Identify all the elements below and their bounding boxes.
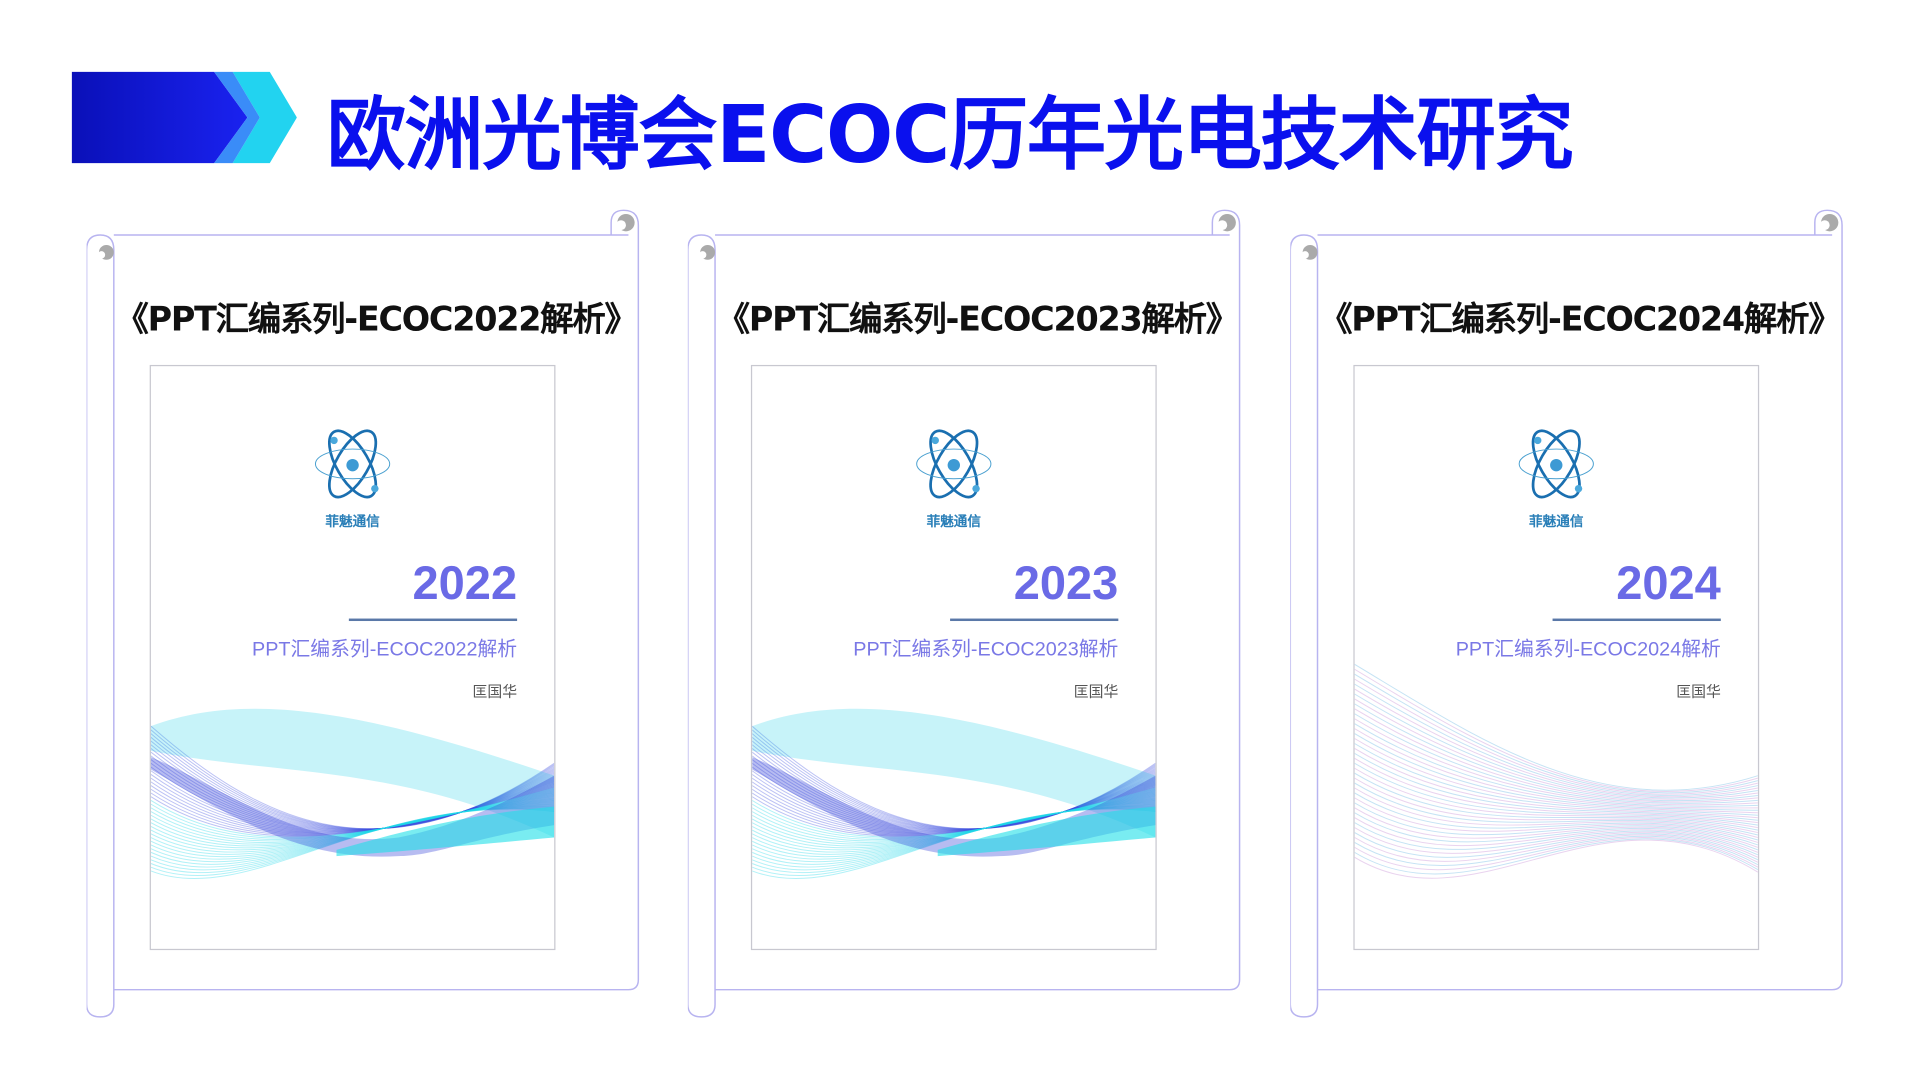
wave-decoration [150,708,555,880]
report-cover-image[interactable]: 菲魅通信 2023 PPT汇编系列-ECOC2023解析 匡国华 [750,364,1157,951]
page-title: 欧洲光博会ECOC历年光电技术研究 [326,90,1574,182]
cover-author: 匡国华 [1676,682,1721,701]
wave-decoration [1354,663,1758,879]
card-title[interactable]: 《PPT汇编系列-ECOC2024解析》 [1319,300,1842,339]
atom-logo-icon [1518,429,1594,499]
brand-name: 菲魅通信 [1529,514,1584,530]
cover-subtitle: PPT汇编系列-ECOC2022解析 [252,639,518,661]
card-title[interactable]: 《PPT汇编系列-ECOC2022解析》 [115,300,638,339]
cover-author: 匡国华 [472,682,518,701]
atom-logo-icon [314,429,391,499]
cover-subtitle: PPT汇编系列-ECOC2023解析 [853,639,1119,661]
cover-year: 2024 [1616,557,1721,610]
brand-name: 菲魅通信 [926,514,982,530]
cover-subtitle: PPT汇编系列-ECOC2024解析 [1455,639,1721,661]
cover-year: 2022 [412,557,518,610]
report-card-2024[interactable]: 《PPT汇编系列-ECOC2024解析》 菲魅通信 2024 PPT汇编系列-E… [1290,208,1847,1024]
atom-logo-icon [916,429,992,499]
header-arrow-icon [71,71,297,164]
brand-name: 菲魅通信 [325,514,380,530]
scroll-frame [687,209,1241,1018]
card-title[interactable]: 《PPT汇编系列-ECOC2023解析》 [716,300,1240,339]
wave-decoration [752,708,1156,880]
cover-year: 2023 [1013,557,1119,610]
scroll-frame [86,209,640,1018]
report-card-2022[interactable]: 《PPT汇编系列-ECOC2022解析》 菲魅通信 2022 PPT汇编系列-E… [86,208,644,1024]
report-cover-image[interactable]: 菲魅通信 2024 PPT汇编系列-ECOC2024解析 匡国华 [1353,364,1760,951]
divider [348,618,518,622]
scroll-frame [1290,209,1843,1018]
report-card-2023[interactable]: 《PPT汇编系列-ECOC2023解析》 菲魅通信 2023 PPT汇编系列-E… [687,208,1245,1024]
report-cover-image[interactable]: 菲魅通信 2022 PPT汇编系列-ECOC2022解析 匡国华 [149,364,556,951]
divider [1552,618,1721,622]
divider [950,618,1119,622]
cover-author: 匡国华 [1073,682,1119,701]
